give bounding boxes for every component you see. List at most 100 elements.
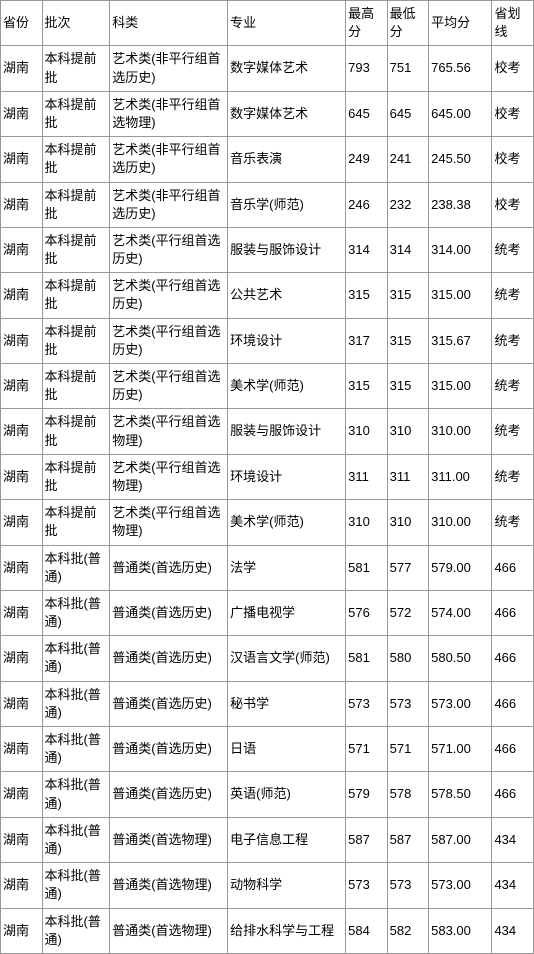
cell-min: 315 [387, 364, 429, 409]
table-row: 湖南本科批(普通)普通类(首选历史)日语571571571.00466 [1, 727, 534, 772]
table-row: 湖南本科批(普通)普通类(首选历史)秘书学573573573.00466 [1, 681, 534, 726]
cell-category: 艺术类(非平行组首选历史) [110, 46, 228, 91]
cell-max: 310 [346, 409, 388, 454]
cell-province: 湖南 [1, 681, 43, 726]
cell-province: 湖南 [1, 545, 43, 590]
cell-min: 315 [387, 318, 429, 363]
cell-line: 统考 [492, 273, 534, 318]
table-header-row: 省份批次科类专业最高分最低分平均分省划线 [1, 1, 534, 46]
col-header-min: 最低分 [387, 1, 429, 46]
cell-major: 法学 [228, 545, 346, 590]
cell-category: 艺术类(非平行组首选物理) [110, 91, 228, 136]
cell-batch: 本科提前批 [42, 46, 110, 91]
cell-line: 统考 [492, 364, 534, 409]
cell-max: 310 [346, 500, 388, 545]
cell-max: 249 [346, 137, 388, 182]
cell-batch: 本科提前批 [42, 318, 110, 363]
table-row: 湖南本科提前批艺术类(平行组首选历史)美术学(师范)315315315.00统考 [1, 364, 534, 409]
cell-avg: 315.00 [429, 273, 492, 318]
cell-max: 579 [346, 772, 388, 817]
cell-avg: 583.00 [429, 908, 492, 953]
cell-major: 美术学(师范) [228, 364, 346, 409]
cell-batch: 本科批(普通) [42, 908, 110, 953]
table-row: 湖南本科批(普通)普通类(首选物理)电子信息工程587587587.00434 [1, 817, 534, 862]
cell-category: 艺术类(平行组首选历史) [110, 318, 228, 363]
cell-avg: 765.56 [429, 46, 492, 91]
cell-line: 466 [492, 545, 534, 590]
cell-batch: 本科提前批 [42, 227, 110, 272]
cell-max: 573 [346, 681, 388, 726]
cell-avg: 573.00 [429, 681, 492, 726]
cell-major: 动物科学 [228, 863, 346, 908]
cell-province: 湖南 [1, 409, 43, 454]
cell-avg: 238.38 [429, 182, 492, 227]
cell-province: 湖南 [1, 227, 43, 272]
cell-max: 645 [346, 91, 388, 136]
cell-max: 793 [346, 46, 388, 91]
cell-min: 645 [387, 91, 429, 136]
cell-line: 434 [492, 863, 534, 908]
col-header-max: 最高分 [346, 1, 388, 46]
cell-min: 587 [387, 817, 429, 862]
cell-major: 电子信息工程 [228, 817, 346, 862]
cell-avg: 245.50 [429, 137, 492, 182]
table-row: 湖南本科批(普通)普通类(首选历史)广播电视学576572574.00466 [1, 590, 534, 635]
cell-line: 434 [492, 817, 534, 862]
cell-line: 466 [492, 681, 534, 726]
cell-category: 普通类(首选历史) [110, 681, 228, 726]
table-row: 湖南本科提前批艺术类(平行组首选物理)美术学(师范)310310310.00统考 [1, 500, 534, 545]
cell-max: 246 [346, 182, 388, 227]
cell-max: 576 [346, 590, 388, 635]
cell-category: 艺术类(非平行组首选历史) [110, 182, 228, 227]
cell-major: 美术学(师范) [228, 500, 346, 545]
col-header-line: 省划线 [492, 1, 534, 46]
cell-major: 音乐表演 [228, 137, 346, 182]
cell-batch: 本科提前批 [42, 91, 110, 136]
cell-province: 湖南 [1, 500, 43, 545]
cell-max: 587 [346, 817, 388, 862]
cell-province: 湖南 [1, 273, 43, 318]
cell-major: 广播电视学 [228, 590, 346, 635]
table-row: 湖南本科提前批艺术类(平行组首选物理)环境设计311311311.00统考 [1, 454, 534, 499]
cell-line: 统考 [492, 454, 534, 499]
cell-line: 统考 [492, 318, 534, 363]
cell-province: 湖南 [1, 727, 43, 772]
cell-major: 服装与服饰设计 [228, 409, 346, 454]
cell-max: 315 [346, 364, 388, 409]
cell-province: 湖南 [1, 137, 43, 182]
cell-province: 湖南 [1, 454, 43, 499]
cell-batch: 本科提前批 [42, 364, 110, 409]
cell-line: 统考 [492, 409, 534, 454]
cell-min: 751 [387, 46, 429, 91]
cell-avg: 573.00 [429, 863, 492, 908]
cell-major: 日语 [228, 727, 346, 772]
cell-major: 环境设计 [228, 318, 346, 363]
cell-province: 湖南 [1, 182, 43, 227]
cell-major: 音乐学(师范) [228, 182, 346, 227]
cell-major: 汉语言文学(师范) [228, 636, 346, 681]
cell-avg: 579.00 [429, 545, 492, 590]
cell-category: 艺术类(平行组首选物理) [110, 409, 228, 454]
table-row: 湖南本科提前批艺术类(非平行组首选历史)音乐表演249241245.50校考 [1, 137, 534, 182]
cell-avg: 571.00 [429, 727, 492, 772]
cell-min: 572 [387, 590, 429, 635]
cell-batch: 本科批(普通) [42, 817, 110, 862]
cell-category: 艺术类(平行组首选物理) [110, 500, 228, 545]
cell-province: 湖南 [1, 318, 43, 363]
cell-major: 数字媒体艺术 [228, 91, 346, 136]
cell-batch: 本科批(普通) [42, 681, 110, 726]
cell-batch: 本科批(普通) [42, 545, 110, 590]
table-row: 湖南本科批(普通)普通类(首选历史)法学581577579.00466 [1, 545, 534, 590]
cell-max: 317 [346, 318, 388, 363]
cell-max: 314 [346, 227, 388, 272]
cell-avg: 310.00 [429, 409, 492, 454]
cell-province: 湖南 [1, 91, 43, 136]
table-row: 湖南本科提前批艺术类(平行组首选物理)服装与服饰设计310310310.00统考 [1, 409, 534, 454]
cell-min: 578 [387, 772, 429, 817]
col-header-province: 省份 [1, 1, 43, 46]
col-header-avg: 平均分 [429, 1, 492, 46]
cell-max: 571 [346, 727, 388, 772]
cell-major: 英语(师范) [228, 772, 346, 817]
cell-avg: 310.00 [429, 500, 492, 545]
cell-line: 校考 [492, 137, 534, 182]
